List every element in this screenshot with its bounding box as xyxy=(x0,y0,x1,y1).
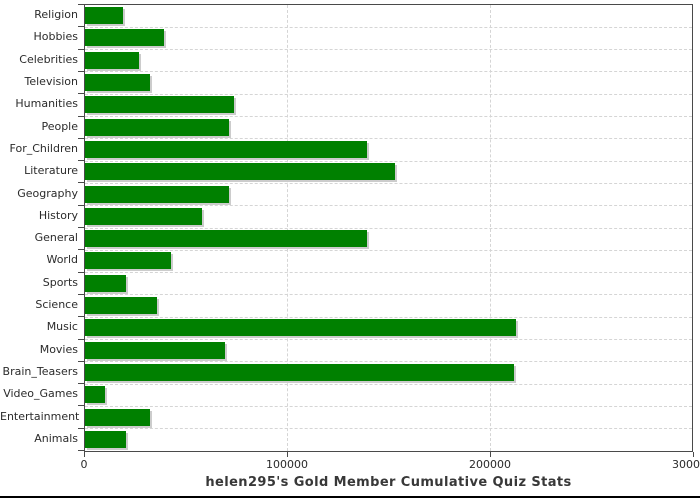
category-label: Celebrities xyxy=(19,52,78,66)
bar xyxy=(85,430,126,448)
category-tick-mark xyxy=(78,182,84,183)
value-tick-mark xyxy=(84,452,85,457)
bar xyxy=(85,140,367,158)
category-label: Sports xyxy=(42,275,78,289)
category-tick-mark xyxy=(78,49,84,50)
category-label: Brain_Teasers xyxy=(2,364,78,378)
value-tick-mark xyxy=(287,452,288,457)
category-label: People xyxy=(41,119,78,133)
category-label: General xyxy=(34,231,78,245)
category-tick-mark xyxy=(78,361,84,362)
value-tick-label: 100000 xyxy=(266,458,308,471)
category-label: Entertainment xyxy=(0,409,80,423)
category-label: Movies xyxy=(39,342,78,356)
bar xyxy=(85,252,171,270)
category-tick-mark xyxy=(78,26,84,27)
plot-area xyxy=(84,4,693,452)
category-tick-mark xyxy=(78,339,84,340)
category-tick-mark xyxy=(78,160,84,161)
bar xyxy=(85,185,229,203)
category-label: Humanities xyxy=(15,97,78,111)
category-label: Video_Games xyxy=(3,387,78,401)
bar xyxy=(85,74,150,92)
category-tick-mark xyxy=(78,116,84,117)
value-tick-label: 0 xyxy=(80,458,88,471)
category-tick-mark xyxy=(78,405,84,406)
bottom-divider-line xyxy=(0,496,700,498)
horizontal-gridline xyxy=(85,405,692,407)
category-label: Literature xyxy=(24,164,78,178)
category-tick-mark xyxy=(78,249,84,250)
value-tick-label: 300000 xyxy=(672,458,700,471)
category-label: History xyxy=(38,208,78,222)
bar xyxy=(85,118,229,136)
bar xyxy=(85,163,395,181)
category-tick-mark xyxy=(78,383,84,384)
horizontal-gridline xyxy=(85,361,692,363)
category-label: Science xyxy=(35,298,78,312)
category-tick-mark xyxy=(78,4,84,5)
horizontal-gridline xyxy=(85,249,692,251)
horizontal-gridline xyxy=(85,26,692,28)
value-tick-mark xyxy=(693,452,694,457)
chart-title: helen295's Gold Member Cumulative Quiz S… xyxy=(205,475,572,490)
category-tick-mark xyxy=(78,227,84,228)
horizontal-gridline xyxy=(85,116,692,117)
bar xyxy=(85,7,123,25)
bar xyxy=(85,51,139,69)
bar xyxy=(85,29,164,47)
horizontal-gridline xyxy=(85,138,692,140)
category-tick-mark xyxy=(78,93,84,94)
category-tick-mark xyxy=(78,428,84,429)
category-label: Animals xyxy=(34,431,78,445)
category-tick-mark xyxy=(78,294,84,295)
category-tick-mark xyxy=(78,450,84,451)
horizontal-gridline xyxy=(85,205,692,207)
category-label: World xyxy=(46,253,78,267)
horizontal-gridline xyxy=(85,339,692,340)
bar xyxy=(85,96,234,114)
bar xyxy=(85,297,157,315)
bar xyxy=(85,341,225,359)
category-tick-mark xyxy=(78,272,84,273)
bar xyxy=(85,408,150,426)
bar xyxy=(85,207,202,225)
category-tick-mark xyxy=(78,138,84,139)
horizontal-gridline xyxy=(85,294,692,296)
bar xyxy=(85,319,516,337)
horizontal-gridline xyxy=(85,428,692,430)
horizontal-gridline xyxy=(85,316,692,318)
category-label: Religion xyxy=(34,8,78,22)
category-tick-mark xyxy=(78,71,84,72)
category-tick-mark xyxy=(78,316,84,317)
category-tick-mark xyxy=(78,205,84,206)
category-label: Television xyxy=(24,75,79,89)
horizontal-gridline xyxy=(85,182,692,184)
category-label: Music xyxy=(46,320,78,334)
horizontal-gridline xyxy=(85,49,692,51)
category-label: Geography xyxy=(17,186,78,200)
value-tick-mark xyxy=(490,452,491,457)
horizontal-gridline xyxy=(85,383,692,385)
category-label: For_Children xyxy=(9,141,78,155)
bar xyxy=(85,386,105,404)
horizontal-gridline xyxy=(85,160,692,162)
horizontal-gridline xyxy=(85,227,692,229)
horizontal-gridline xyxy=(85,93,692,95)
category-label: Hobbies xyxy=(33,30,78,44)
bar xyxy=(85,363,514,381)
bar xyxy=(85,274,126,292)
horizontal-gridline xyxy=(85,71,692,73)
value-tick-label: 200000 xyxy=(469,458,511,471)
horizontal-gridline xyxy=(85,272,692,274)
bar xyxy=(85,230,367,248)
